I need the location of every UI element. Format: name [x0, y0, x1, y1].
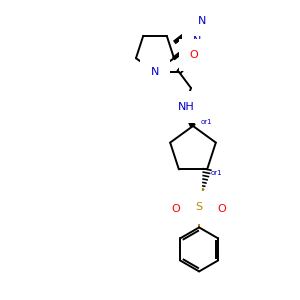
Polygon shape: [185, 114, 195, 128]
Text: S: S: [196, 202, 203, 212]
Text: O: O: [172, 204, 181, 214]
Text: N: N: [151, 67, 159, 77]
Text: O: O: [190, 50, 198, 60]
Text: N: N: [193, 36, 201, 46]
Text: NH: NH: [178, 102, 194, 112]
Text: or1: or1: [201, 119, 213, 125]
Text: or1: or1: [211, 170, 223, 176]
Text: N: N: [198, 16, 206, 26]
Text: O: O: [218, 204, 226, 214]
